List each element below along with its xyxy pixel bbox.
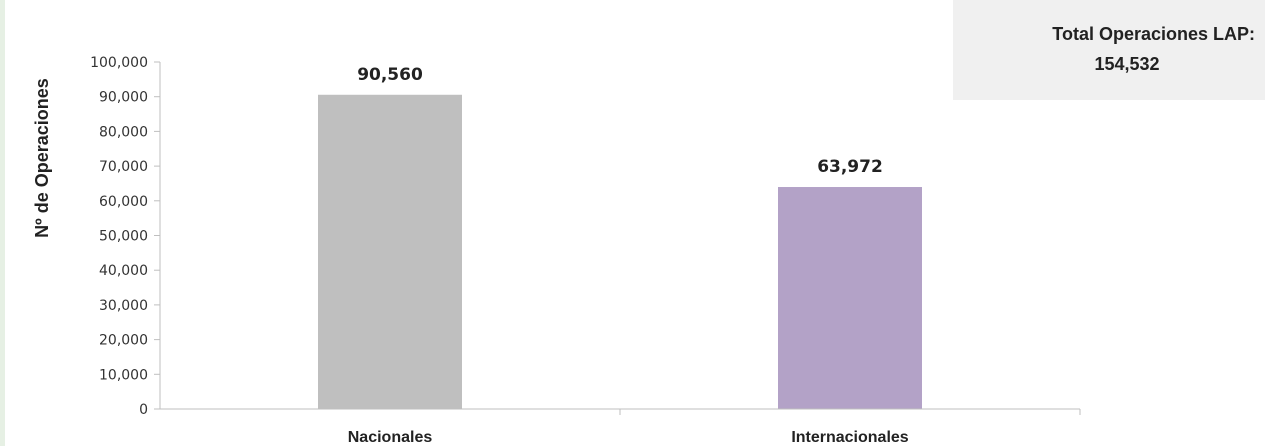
x-tick-label: Nacionales: [348, 429, 433, 446]
y-tick-label: 0: [139, 402, 148, 418]
y-tick-label: 90,000: [99, 90, 148, 106]
bar-internacionales: [778, 187, 922, 409]
y-tick-label: 10,000: [99, 367, 148, 383]
data-label: 63,972: [817, 157, 883, 177]
total-summary-box: Total Operaciones LAP: 154,532: [953, 0, 1265, 100]
y-tick-label: 30,000: [99, 298, 148, 314]
y-tick-label: 70,000: [99, 159, 148, 175]
data-label: 90,560: [357, 65, 423, 85]
total-value: 154,532: [1094, 54, 1160, 74]
y-tick-label: 80,000: [99, 124, 148, 140]
y-tick-label: 50,000: [99, 229, 148, 245]
y-tick-label: 20,000: [99, 333, 148, 349]
y-tick-label: 40,000: [99, 263, 148, 279]
y-tick-label: 60,000: [99, 194, 148, 210]
x-tick-label: Internacionales: [791, 429, 908, 446]
total-label: Total Operaciones LAP:: [1052, 24, 1255, 44]
y-axis: 0 10,000 20,000 30,000 40,000 50,000 60,000 70,…: [90, 55, 161, 418]
y-tick-label: 100,000: [90, 55, 148, 71]
left-border: [0, 0, 5, 446]
bar-nacionales: [318, 94, 462, 409]
x-axis: Nacionales Internacionales: [160, 408, 1081, 446]
y-axis-title: Nº de Operaciones: [32, 78, 52, 238]
bars: 90,560 63,972: [318, 65, 922, 409]
